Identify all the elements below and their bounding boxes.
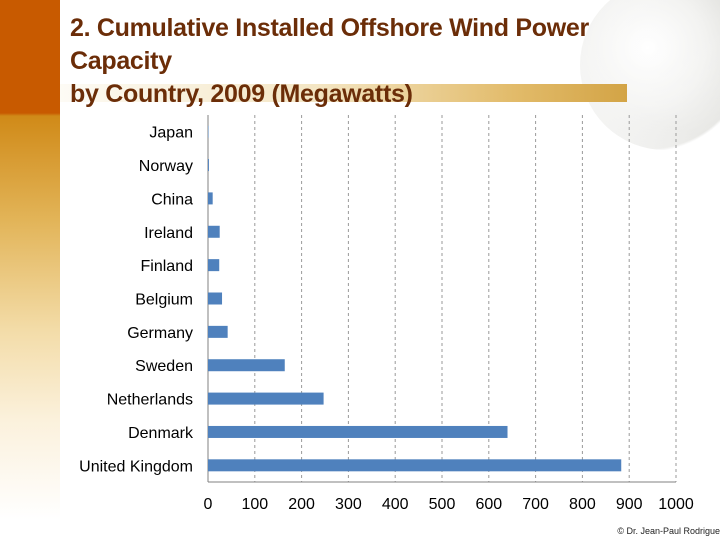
x-tick-label-800: 800	[569, 496, 596, 513]
category-label-denmark: Denmark	[128, 425, 194, 442]
x-tick-label-600: 600	[475, 496, 502, 513]
x-tick-label-400: 400	[382, 496, 409, 513]
x-tick-label-500: 500	[429, 496, 456, 513]
title-line-1: 2. Cumulative Installed Offshore Wind Po…	[70, 14, 589, 75]
category-label-norway: Norway	[139, 158, 193, 175]
slide-title: 2. Cumulative Installed Offshore Wind Po…	[70, 12, 670, 111]
category-label-united-kingdom: United Kingdom	[79, 458, 193, 475]
bar-germany	[208, 325, 228, 338]
category-label-germany: Germany	[127, 325, 193, 342]
bar-china	[208, 192, 213, 205]
x-tick-label-100: 100	[241, 496, 268, 513]
side-decoration-band	[0, 0, 60, 540]
bar-norway	[208, 159, 209, 172]
category-label-japan: Japan	[149, 125, 193, 142]
credit-text: © Dr. Jean-Paul Rodrigue	[617, 526, 720, 536]
bar-netherlands	[208, 392, 324, 405]
x-tick-label-700: 700	[522, 496, 549, 513]
category-label-sweden: Sweden	[135, 358, 193, 375]
category-label-finland: Finland	[141, 258, 193, 275]
category-label-ireland: Ireland	[144, 225, 193, 242]
x-tick-label-1000: 1000	[658, 496, 694, 513]
bar-denmark	[208, 425, 508, 438]
title-line-2: by Country, 2009 (Megawatts)	[70, 80, 413, 108]
title-underline-bar	[60, 84, 627, 102]
x-tick-label-0: 0	[204, 496, 213, 513]
bar-united-kingdom	[208, 459, 622, 472]
bar-belgium	[208, 292, 223, 305]
x-tick-label-900: 900	[616, 496, 643, 513]
bar-finland	[208, 259, 220, 272]
x-tick-label-300: 300	[335, 496, 362, 513]
bar-sweden	[208, 359, 285, 372]
category-label-belgium: Belgium	[135, 292, 193, 309]
category-label-china: China	[151, 191, 193, 208]
category-label-netherlands: Netherlands	[107, 392, 193, 409]
bar-ireland	[208, 225, 220, 238]
globe-fade	[560, 0, 720, 160]
x-tick-label-200: 200	[288, 496, 315, 513]
